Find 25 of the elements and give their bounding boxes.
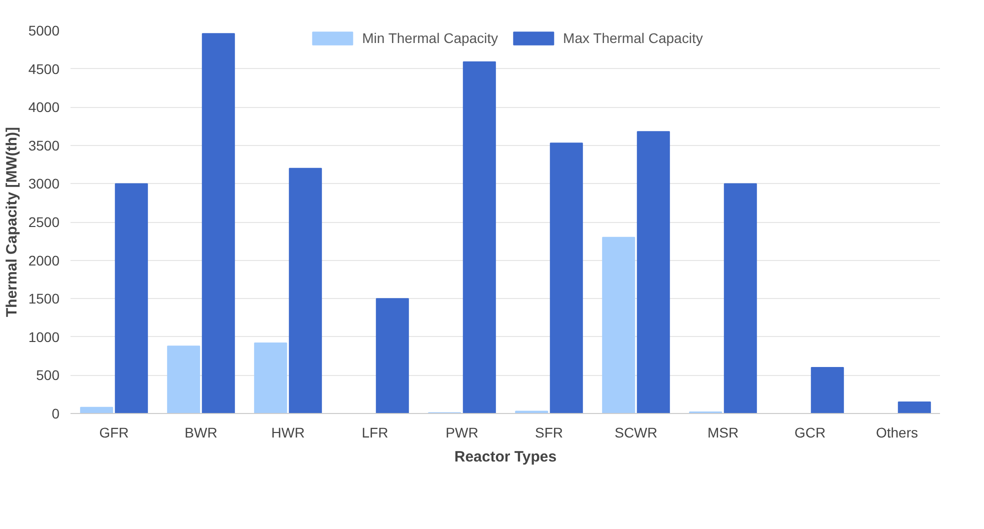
y-tick-label: 3500: [28, 137, 60, 154]
y-tick-label: 0: [52, 406, 60, 422]
y-tick-label: 5000: [28, 22, 60, 38]
legend-label: Max Thermal Capacity: [563, 30, 703, 46]
x-tick-label: PWR: [446, 424, 478, 440]
y-tick-label: 4500: [28, 60, 60, 77]
y-tick-label: 3000: [28, 176, 60, 192]
y-tick-label: 1500: [28, 290, 60, 307]
x-tick-label: Others: [876, 424, 918, 440]
x-tick-label: HWR: [271, 424, 305, 440]
x-tick-label: SFR: [535, 424, 563, 440]
y-axis-title: Thermal Capacity [MW(th)]: [3, 126, 20, 317]
y-tick-label: 500: [36, 367, 60, 384]
y-tick-label: 1000: [28, 328, 60, 345]
x-tick-label: MSR: [707, 424, 739, 440]
y-tick-label: 2000: [28, 252, 60, 268]
x-tick-label: SCWR: [614, 424, 658, 440]
x-axis-title: Reactor Types: [454, 448, 557, 466]
y-tick-label: 4000: [28, 99, 60, 116]
x-tick-label: LFR: [362, 424, 388, 440]
x-tick-label: GCR: [794, 424, 826, 440]
x-tick-label: BWR: [184, 424, 218, 440]
legend-label: Min Thermal Capacity: [362, 30, 498, 46]
x-tick-label: GFR: [99, 424, 129, 440]
y-tick-label: 2500: [28, 214, 60, 230]
